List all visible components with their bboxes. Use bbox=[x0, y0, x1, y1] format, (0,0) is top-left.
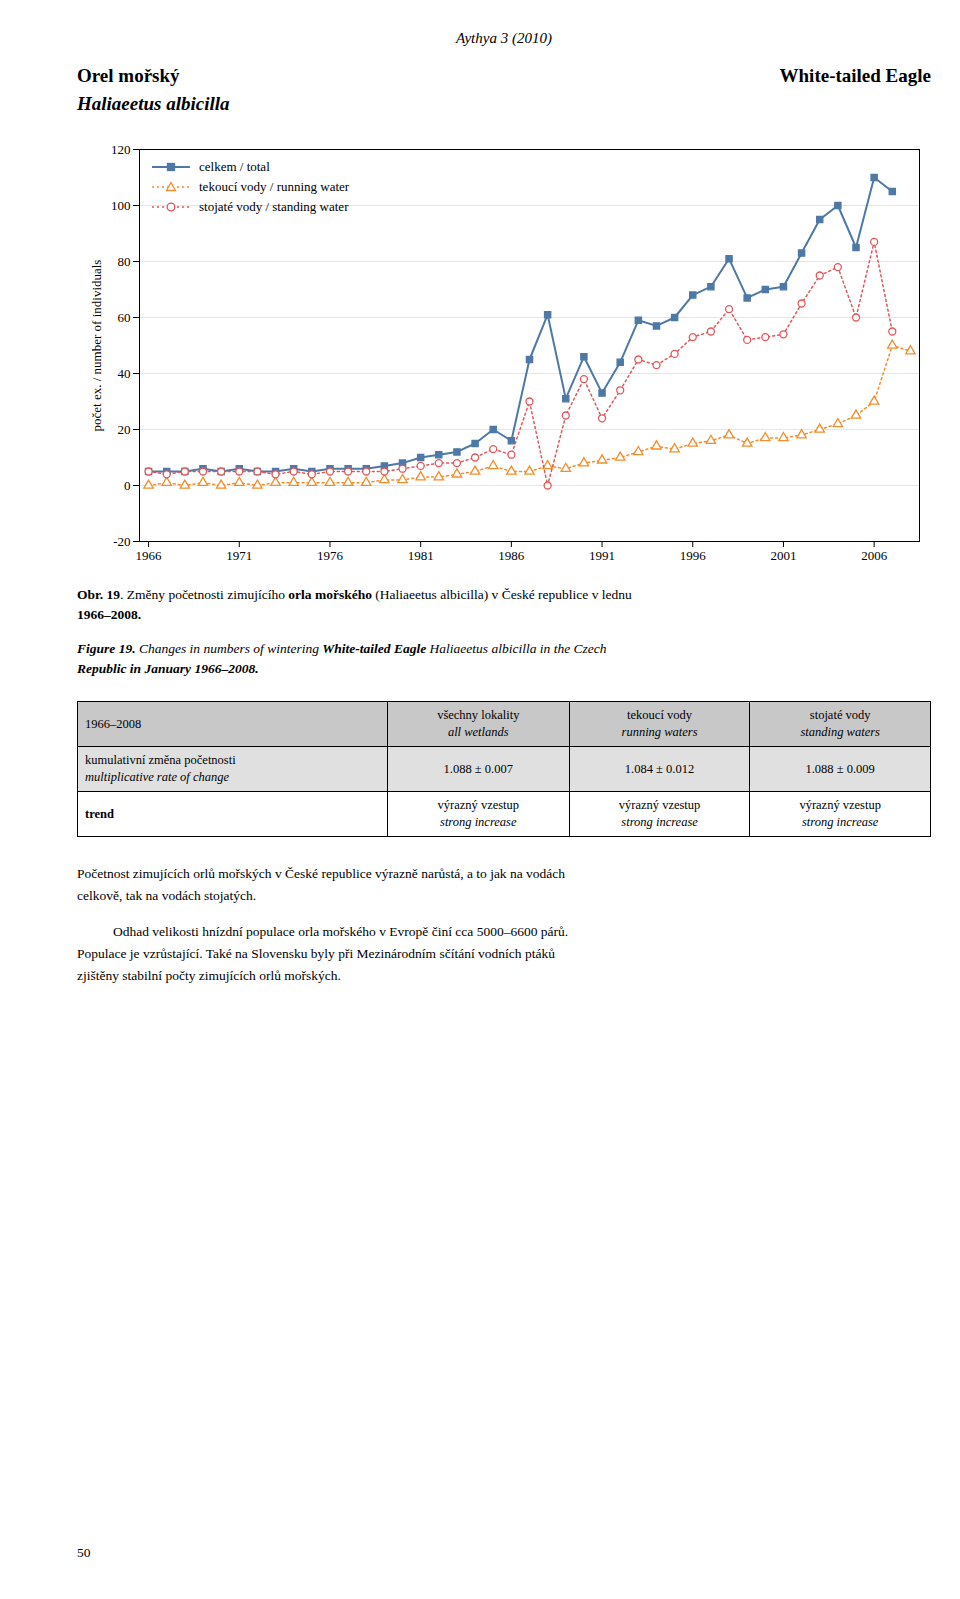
svg-text:40: 40 bbox=[118, 366, 131, 381]
html-text:1.084 ± 0.012: 1.084 ± 0.012 bbox=[624, 761, 695, 776]
html-text:celkem / total: celkem / total bbox=[199, 159, 270, 174]
html-text:running waters: running waters bbox=[621, 725, 698, 739]
html-text:multiplicative rate of change: multiplicative rate of change bbox=[85, 770, 230, 784]
html-text:stojaté vody: stojaté vody bbox=[809, 708, 871, 722]
html-text:Obr. 19. Změny početnosti zimu: Obr. 19. Změny početnosti zimujícího orl… bbox=[77, 587, 632, 602]
html-text:celkově, tak na vodách stojatý: celkově, tak na vodách stojatých. bbox=[77, 888, 257, 903]
svg-text:1971: 1971 bbox=[226, 548, 252, 563]
svg-text:80: 80 bbox=[118, 254, 131, 269]
html-text:Populace je vzrůstající. Také: Populace je vzrůstající. Také na Slovens… bbox=[77, 946, 555, 961]
svg-text:1986: 1986 bbox=[498, 548, 525, 563]
svg-text:100: 100 bbox=[111, 198, 131, 213]
html-text:výrazný vzestup: výrazný vzestup bbox=[799, 798, 881, 812]
svg-text:1966: 1966 bbox=[136, 548, 163, 563]
svg-text:1981: 1981 bbox=[408, 548, 434, 563]
html-text:1.088 ± 0.007: 1.088 ± 0.007 bbox=[443, 761, 513, 776]
html-text:strong increase: strong increase bbox=[801, 815, 879, 829]
html-text:Aythya 3 (2010): Aythya 3 (2010) bbox=[456, 30, 552, 46]
html-text:1966–2008.: 1966–2008. bbox=[77, 607, 142, 622]
html-text:zjištěny stabilní počty zimují: zjištěny stabilní počty zimujících orlů … bbox=[77, 968, 341, 983]
svg-text:1991: 1991 bbox=[589, 548, 615, 563]
html-text:Republic in January 1966–2008.: Republic in January 1966–2008. bbox=[77, 661, 259, 676]
html-text:výrazný vzestup: výrazný vzestup bbox=[437, 798, 520, 812]
html-text:Figure 19. Changes in numbers: Figure 19. Changes in numbers of winteri… bbox=[77, 641, 607, 656]
html-text:all wetlands: all wetlands bbox=[447, 725, 509, 739]
svg-text:-20: -20 bbox=[113, 534, 130, 549]
html-text:1966–2008: 1966–2008 bbox=[85, 716, 142, 731]
svg-text:1996: 1996 bbox=[680, 548, 707, 563]
html-text:tekoucí vody: tekoucí vody bbox=[627, 708, 692, 722]
html-text:všechny lokality: všechny lokality bbox=[437, 708, 520, 722]
html-text:tekoucí vody / running water: tekoucí vody / running water bbox=[199, 179, 350, 194]
html-text:strong increase: strong increase bbox=[440, 815, 517, 829]
svg-text:20: 20 bbox=[118, 422, 131, 437]
html-text:strong increase: strong increase bbox=[621, 815, 698, 829]
html-text:Početnost zimujících orlů mořs: Početnost zimujících orlů mořských v Čes… bbox=[77, 866, 566, 881]
html-text:kumulativní změna početnosti: kumulativní změna početnosti bbox=[85, 753, 236, 767]
html-text:Odhad velikosti hnízdní popula: Odhad velikosti hnízdní populace orla mo… bbox=[113, 924, 569, 939]
svg-text:120: 120 bbox=[111, 142, 131, 157]
html-text:50: 50 bbox=[77, 1545, 91, 1560]
html-text:standing waters: standing waters bbox=[800, 725, 880, 739]
svg-text:60: 60 bbox=[118, 310, 131, 325]
html-text:výrazný vzestup: výrazný vzestup bbox=[618, 798, 701, 812]
html-text:Orel mořský: Orel mořský bbox=[77, 65, 180, 86]
svg-text:1976: 1976 bbox=[317, 548, 344, 563]
svg-text:počet ex. / number of individu: počet ex. / number of individuals bbox=[89, 260, 104, 432]
html-text:White-tailed Eagle: White-tailed Eagle bbox=[779, 65, 931, 86]
html-text:1.088 ± 0.009: 1.088 ± 0.009 bbox=[805, 761, 875, 776]
html-text:Haliaeetus albicilla: Haliaeetus albicilla bbox=[77, 93, 230, 114]
svg-text:2001: 2001 bbox=[770, 548, 796, 563]
html-text:trend: trend bbox=[85, 806, 114, 821]
svg-text:2006: 2006 bbox=[861, 548, 888, 563]
html-text:stojaté vody / standing water: stojaté vody / standing water bbox=[199, 199, 349, 214]
svg-text:0: 0 bbox=[124, 478, 131, 493]
